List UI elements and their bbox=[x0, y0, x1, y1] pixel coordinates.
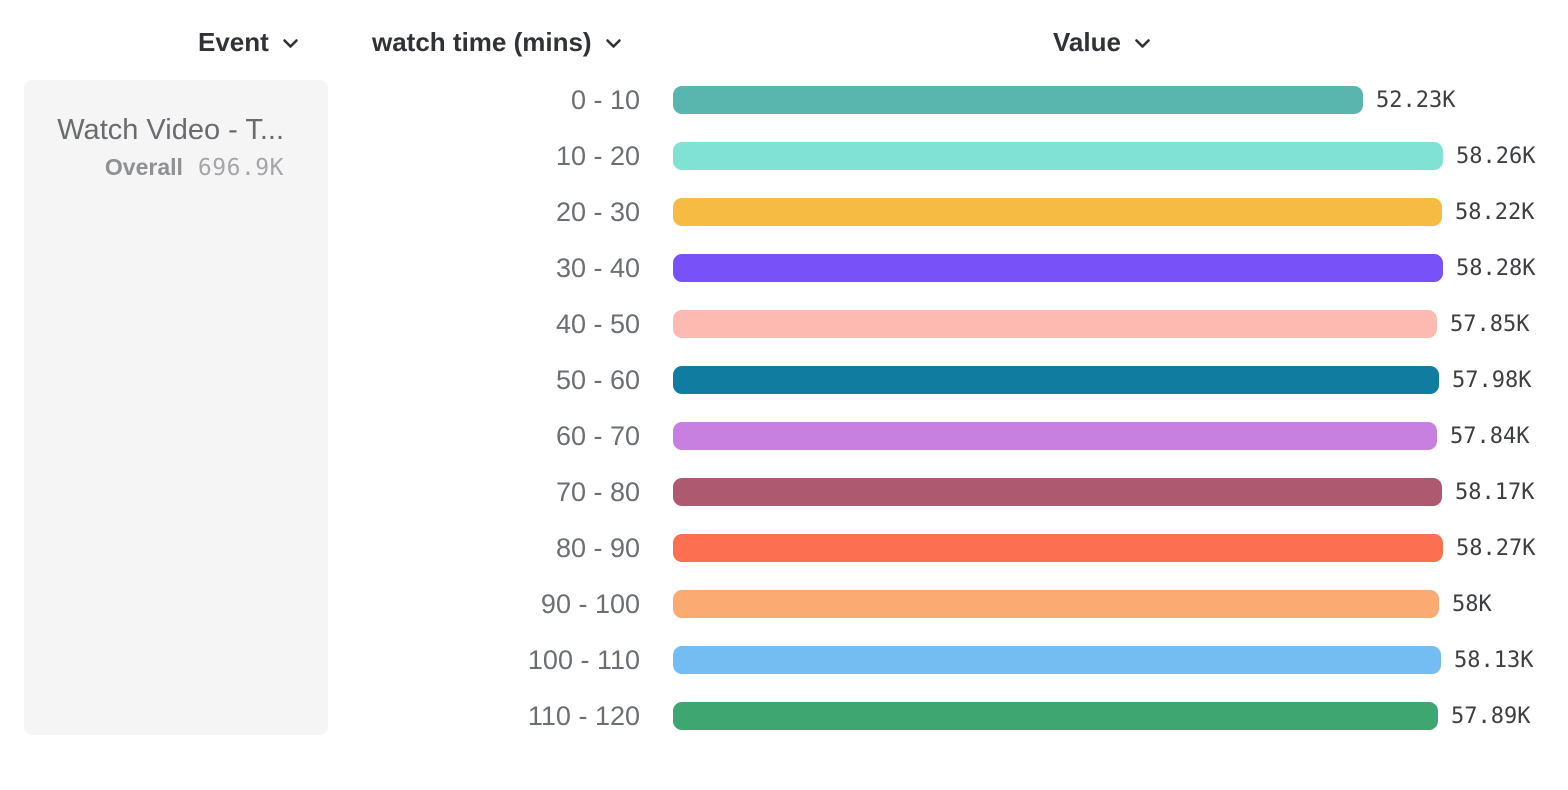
bar-segment[interactable] bbox=[673, 366, 1439, 394]
bar-chart-row: 80 - 90 58.27K bbox=[0, 532, 1568, 563]
bar-value-label: 58.13K bbox=[1454, 647, 1534, 673]
bar-segment[interactable] bbox=[673, 534, 1443, 562]
bucket-label: 50 - 60 bbox=[555, 364, 640, 395]
bar-chart-row: 30 - 40 58.28K bbox=[0, 252, 1568, 283]
bucket-label: 60 - 70 bbox=[555, 420, 640, 451]
bar-segment[interactable] bbox=[673, 310, 1437, 338]
bar-value-label: 58.27K bbox=[1456, 535, 1536, 561]
bucket-label: 20 - 30 bbox=[555, 196, 640, 227]
bucket-label: 0 - 10 bbox=[570, 84, 640, 115]
bar-value-label: 52.23K bbox=[1376, 87, 1456, 113]
bucket-label: 30 - 40 bbox=[555, 252, 640, 283]
bar-chart-row: 70 - 80 58.17K bbox=[0, 476, 1568, 507]
overall-label: Overall bbox=[104, 154, 183, 180]
bar-segment[interactable] bbox=[673, 478, 1442, 506]
bar-segment[interactable] bbox=[673, 702, 1438, 730]
bucket-label: 70 - 80 bbox=[555, 476, 640, 507]
bar-segment[interactable] bbox=[673, 254, 1443, 282]
bar-value-label: 58.26K bbox=[1456, 143, 1536, 169]
breakdown-column-header[interactable]: watch time (mins) bbox=[372, 26, 622, 58]
chevron-down-icon bbox=[282, 38, 299, 49]
bar-value-label: 58.17K bbox=[1455, 479, 1535, 505]
bar-chart-row: 60 - 70 57.84K bbox=[0, 420, 1568, 451]
bar-chart-row: 110 - 120 57.89K bbox=[0, 700, 1568, 731]
bucket-label: 90 - 100 bbox=[540, 588, 640, 619]
bar-value-label: 57.84K bbox=[1450, 423, 1530, 449]
overall-value: 696.9K bbox=[197, 155, 284, 181]
bar-chart-row: 0 - 10 52.23K bbox=[0, 84, 1568, 115]
value-column-label: Value bbox=[1053, 26, 1121, 57]
chevron-down-icon bbox=[1134, 38, 1151, 49]
bar-segment[interactable] bbox=[673, 422, 1437, 450]
bucket-label: 80 - 90 bbox=[555, 532, 640, 563]
bar-chart-row: 10 - 20 58.26K bbox=[0, 140, 1568, 171]
bucket-label: 100 - 110 bbox=[527, 644, 640, 675]
bar-chart-row: 20 - 30 58.22K bbox=[0, 196, 1568, 227]
event-column-label: Event bbox=[198, 26, 269, 57]
bar-chart-row: 50 - 60 57.98K bbox=[0, 364, 1568, 395]
bucket-label: 40 - 50 bbox=[555, 308, 640, 339]
chevron-down-icon bbox=[605, 38, 622, 49]
bar-segment[interactable] bbox=[673, 142, 1443, 170]
bar-value-label: 58.28K bbox=[1456, 255, 1536, 281]
bar-value-label: 58K bbox=[1452, 591, 1492, 617]
bar-rows: 0 - 10 52.23K 10 - 20 58.26K 20 - 30 58.… bbox=[0, 84, 1568, 758]
event-card-overall-row: Overall 696.9K bbox=[44, 154, 284, 181]
event-card-title: Watch Video - T... bbox=[57, 114, 284, 146]
bar-segment[interactable] bbox=[673, 590, 1439, 618]
bucket-label: 10 - 20 bbox=[555, 140, 640, 171]
event-card[interactable]: Watch Video - T... Overall 696.9K bbox=[24, 80, 328, 735]
bar-value-label: 57.98K bbox=[1452, 367, 1532, 393]
bar-chart-row: 40 - 50 57.85K bbox=[0, 308, 1568, 339]
bar-value-label: 58.22K bbox=[1455, 199, 1535, 225]
bar-segment[interactable] bbox=[673, 646, 1441, 674]
bucket-label: 110 - 120 bbox=[527, 700, 640, 731]
value-column-header[interactable]: Value bbox=[1053, 26, 1151, 58]
bar-chart-row: 100 - 110 58.13K bbox=[0, 644, 1568, 675]
event-column-header[interactable]: Event bbox=[198, 26, 299, 58]
bar-segment[interactable] bbox=[673, 86, 1363, 114]
bar-chart-row: 90 - 100 58K bbox=[0, 588, 1568, 619]
bar-value-label: 57.85K bbox=[1450, 311, 1530, 337]
breakdown-column-label: watch time (mins) bbox=[372, 26, 592, 57]
bar-segment[interactable] bbox=[673, 198, 1442, 226]
bar-value-label: 57.89K bbox=[1451, 703, 1531, 729]
